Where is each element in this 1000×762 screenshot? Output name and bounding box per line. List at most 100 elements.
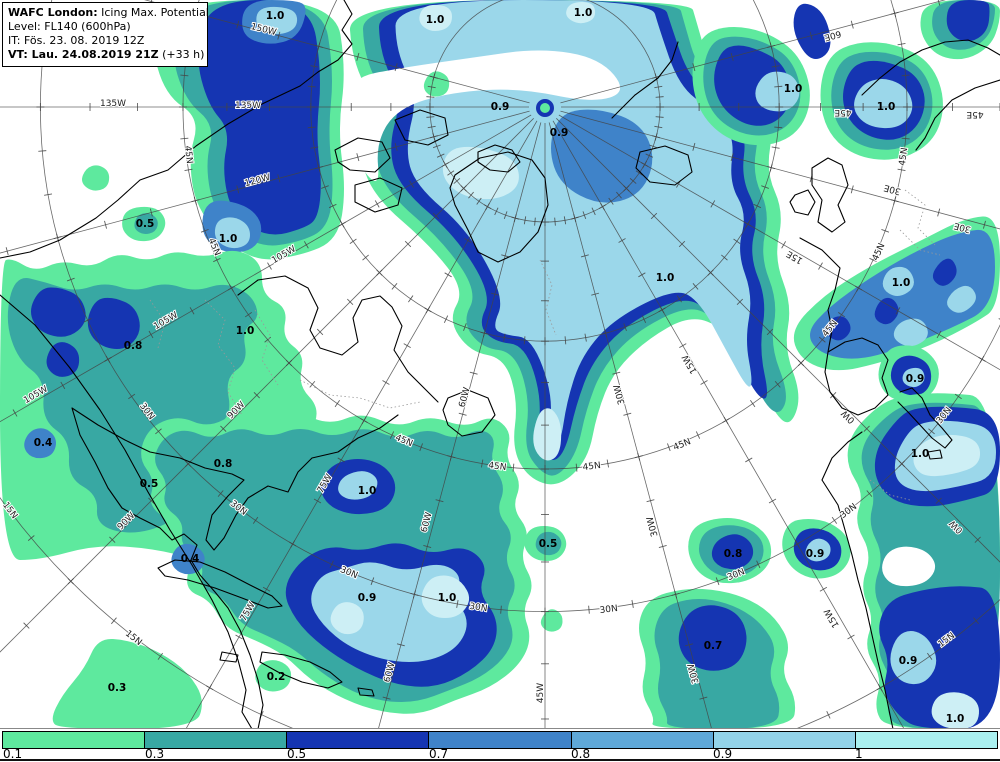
legend-valid-time: VT: Lau. 24.08.2019 21Z (+33 h) [8, 48, 205, 61]
graticule-label: 45E [966, 109, 983, 119]
contour-value-label: 0.5 [539, 538, 558, 550]
contour-value-label: 1.0 [892, 277, 911, 289]
contour-value-label: 0.9 [550, 127, 569, 139]
colorbar-segment [855, 732, 997, 748]
icing-blob [755, 71, 800, 112]
colorbar-segment [571, 732, 714, 748]
colorbar-segment [287, 732, 430, 748]
contour-value-label: 0.9 [491, 101, 510, 113]
colorbar-tick-label: 0.7 [429, 747, 449, 761]
icing-blob [330, 602, 364, 635]
legend-box: WAFC London: Icing Max. Potential Level:… [2, 2, 209, 67]
contour-value-label: 0.9 [806, 548, 825, 560]
contour-value-label: 0.4 [181, 553, 200, 565]
icing-blob [24, 428, 56, 459]
icing-blob [255, 660, 292, 692]
contour-value-label: 1.0 [784, 83, 803, 95]
contour-value-label: 0.5 [140, 478, 159, 490]
icing-blob [793, 3, 831, 60]
icing-blob [256, 6, 298, 35]
icing-blob [52, 638, 202, 729]
icing-blob [395, 0, 752, 444]
icing-blob [87, 297, 140, 350]
contour-value-label: 1.0 [946, 713, 965, 725]
contour-value-label: 1.0 [426, 14, 445, 26]
graticule-label: 135W [100, 99, 126, 109]
terrain-dotted-lines [149, 189, 941, 501]
graticule-label: 135W [235, 101, 261, 111]
colorbar-segment [713, 732, 856, 748]
contour-value-label: 0.2 [267, 671, 286, 683]
graticule-label: 45W [536, 683, 546, 703]
contour-value-label: 1.0 [219, 233, 238, 245]
icing-blob [931, 692, 980, 729]
graticule-label: 45N [582, 461, 601, 473]
contour-value-label: 0.9 [899, 655, 918, 667]
contour-value-label: 1.0 [358, 485, 377, 497]
contour-value-label: 1.0 [911, 448, 930, 460]
legend-title: WAFC London: Icing Max. Potential [8, 6, 209, 19]
graticule-label: 30N [599, 604, 618, 616]
colorbar-tick-label: 1 [855, 747, 863, 761]
contour-label-layer: 1.0 1.0 1.0 1.0 1.0 0.9 0.9 0.5 1.0 1.0 0.8 1.0 1.0 0… [34, 7, 965, 725]
icing-blob [711, 534, 754, 570]
icing-blob [913, 434, 981, 477]
colorbar [2, 731, 998, 749]
contour-value-label: 0.5 [136, 218, 155, 230]
icing-blob [198, 0, 321, 235]
icing-contour-fields [0, 0, 1000, 729]
bottom-rule [0, 759, 1000, 761]
icing-blob [874, 297, 899, 325]
contour-value-label: 1.0 [438, 592, 457, 604]
icing-blob [31, 287, 86, 337]
contour-value-label: 1.0 [574, 7, 593, 19]
contour-value-label: 0.9 [358, 592, 377, 604]
icing-blob [882, 546, 936, 587]
icing-blob [134, 213, 158, 234]
icing-blob [82, 165, 110, 191]
pole-marker [536, 99, 554, 117]
icing-blob [423, 71, 450, 97]
icing-blob [826, 316, 851, 341]
icing-blob [533, 408, 562, 461]
icing-blob [419, 4, 452, 32]
contour-value-label: 0.8 [124, 340, 143, 352]
weather-map: 150W 135W 135W 120W 105W 105W 105W 90W 90W 75W 75W… [0, 0, 1000, 729]
icing-blob [902, 367, 925, 388]
graticule-label: 45N [488, 461, 507, 473]
icing-blob [890, 631, 937, 685]
icing-blob [535, 531, 562, 556]
icing-blob [566, 2, 596, 24]
contour-value-label: 0.9 [906, 373, 925, 385]
colorbar-tick-label: 0.9 [713, 747, 733, 761]
contour-value-label: 0.7 [704, 640, 723, 652]
legend-init-time: IT: Fös. 23. 08. 2019 12Z [8, 34, 145, 47]
icing-blob [540, 609, 563, 632]
graticule-label: 30N [469, 602, 488, 614]
icing-blob [346, 50, 621, 182]
graticule-ticks [5, 0, 1000, 720]
icing-blob [854, 79, 913, 129]
contour-value-label: 0.8 [214, 458, 233, 470]
graticule-label: 45N [898, 147, 910, 166]
icing-blob [879, 586, 1000, 729]
icing-blob [893, 318, 928, 347]
icing-blob [947, 285, 976, 313]
colorbar-segment [145, 732, 288, 748]
contour-value-label: 0.3 [108, 682, 127, 694]
coastlines [0, 0, 1000, 729]
colorbar-tick-label: 0.8 [571, 747, 591, 761]
icing-blob [882, 266, 914, 297]
graticule-label: 45E [834, 107, 851, 117]
colorbar-tick-label: 0.5 [287, 747, 307, 761]
colorbar-labels: 0.1 0.3 0.5 0.7 0.8 0.9 1 [0, 748, 1000, 760]
contour-value-label: 1.0 [266, 10, 285, 22]
icing-blob [946, 0, 990, 42]
colorbar-segment [429, 732, 572, 748]
contour-value-label: 1.0 [877, 101, 896, 113]
icing-blob [551, 109, 653, 203]
icing-blob [932, 258, 957, 286]
colorbar-tick-label: 0.1 [3, 747, 23, 761]
